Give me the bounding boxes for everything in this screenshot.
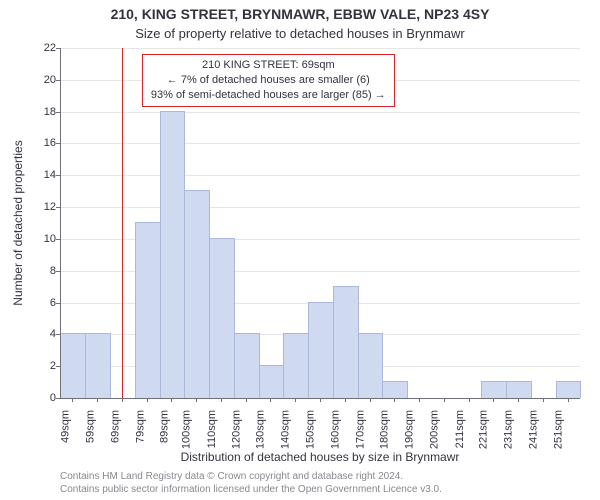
page-title: 210, KING STREET, BRYNMAWR, EBBW VALE, N… <box>0 6 600 22</box>
y-tick-label: 6 <box>32 297 56 309</box>
x-tick-label: 59sqm <box>85 410 97 443</box>
y-tick-label: 18 <box>32 106 56 118</box>
y-tick-label: 22 <box>32 42 56 54</box>
y-tick-label: 10 <box>32 233 56 245</box>
bar <box>135 222 161 398</box>
y-tick-label: 8 <box>32 265 56 277</box>
bar <box>60 333 86 398</box>
gridline <box>60 143 580 144</box>
annotation-line-1: 210 KING STREET: 69sqm <box>151 58 386 73</box>
x-tick-label: 241sqm <box>527 410 539 449</box>
bar <box>382 381 408 398</box>
y-axis-line <box>60 48 61 398</box>
y-tick-label: 16 <box>32 137 56 149</box>
y-tick-label: 12 <box>32 201 56 213</box>
bar <box>283 333 309 398</box>
footer-line-2: Contains public sector information licen… <box>60 484 442 497</box>
bar <box>506 381 532 398</box>
bar <box>259 365 285 398</box>
page-subtitle: Size of property relative to detached ho… <box>0 26 600 41</box>
chart-plot-area: 024681012141618202249sqm59sqm69sqm79sqm8… <box>60 48 580 398</box>
x-tick-label: 221sqm <box>478 410 490 449</box>
x-tick-label: 160sqm <box>329 410 341 449</box>
footer-attribution: Contains HM Land Registry data © Crown c… <box>60 471 442 496</box>
gridline <box>60 175 580 176</box>
x-tick-label: 190sqm <box>403 410 415 449</box>
y-axis-label: Number of detached properties <box>11 140 25 305</box>
bar <box>481 381 507 398</box>
x-tick-label: 49sqm <box>60 410 72 443</box>
x-tick-label: 231sqm <box>503 410 515 449</box>
x-tick-label: 89sqm <box>159 410 171 443</box>
gridline <box>60 48 580 49</box>
y-tick-label: 2 <box>32 360 56 372</box>
x-axis-label: Distribution of detached houses by size … <box>60 450 580 464</box>
bar <box>209 238 235 398</box>
bar <box>358 333 384 398</box>
x-tick-label: 180sqm <box>379 410 391 449</box>
bar <box>85 333 111 398</box>
x-tick-label: 69sqm <box>109 410 121 443</box>
x-tick-label: 251sqm <box>552 410 564 449</box>
x-axis-line <box>60 398 580 399</box>
y-tick-label: 0 <box>32 392 56 404</box>
x-tick-label: 150sqm <box>304 410 316 449</box>
bar <box>556 381 582 398</box>
bar <box>160 111 186 398</box>
reference-line <box>122 48 123 398</box>
gridline <box>60 112 580 113</box>
y-tick-label: 20 <box>32 74 56 86</box>
y-axis-label-container: Number of detached properties <box>10 48 26 398</box>
y-tick-label: 14 <box>32 169 56 181</box>
x-tick-label: 130sqm <box>255 410 267 449</box>
x-tick-label: 211sqm <box>453 410 465 448</box>
x-tick-label: 140sqm <box>280 410 292 449</box>
annotation-line-2: ← 7% of detached houses are smaller (6) <box>151 73 386 88</box>
bar <box>308 302 334 398</box>
x-tick-label: 120sqm <box>230 410 242 449</box>
annotation-box: 210 KING STREET: 69sqm← 7% of detached h… <box>142 54 395 107</box>
bar <box>333 286 359 398</box>
chart-inner: 024681012141618202249sqm59sqm69sqm79sqm8… <box>60 48 580 398</box>
x-tick-label: 170sqm <box>354 410 366 449</box>
x-tick-label: 79sqm <box>134 410 146 443</box>
bar <box>184 190 210 398</box>
annotation-line-3: 93% of semi-detached houses are larger (… <box>151 88 386 103</box>
footer-line-1: Contains HM Land Registry data © Crown c… <box>60 471 442 484</box>
x-tick-label: 100sqm <box>181 410 193 449</box>
x-tick-label: 110sqm <box>206 410 218 448</box>
bar <box>234 333 260 398</box>
y-tick-label: 4 <box>32 328 56 340</box>
x-tick-label: 200sqm <box>428 410 440 449</box>
gridline <box>60 207 580 208</box>
